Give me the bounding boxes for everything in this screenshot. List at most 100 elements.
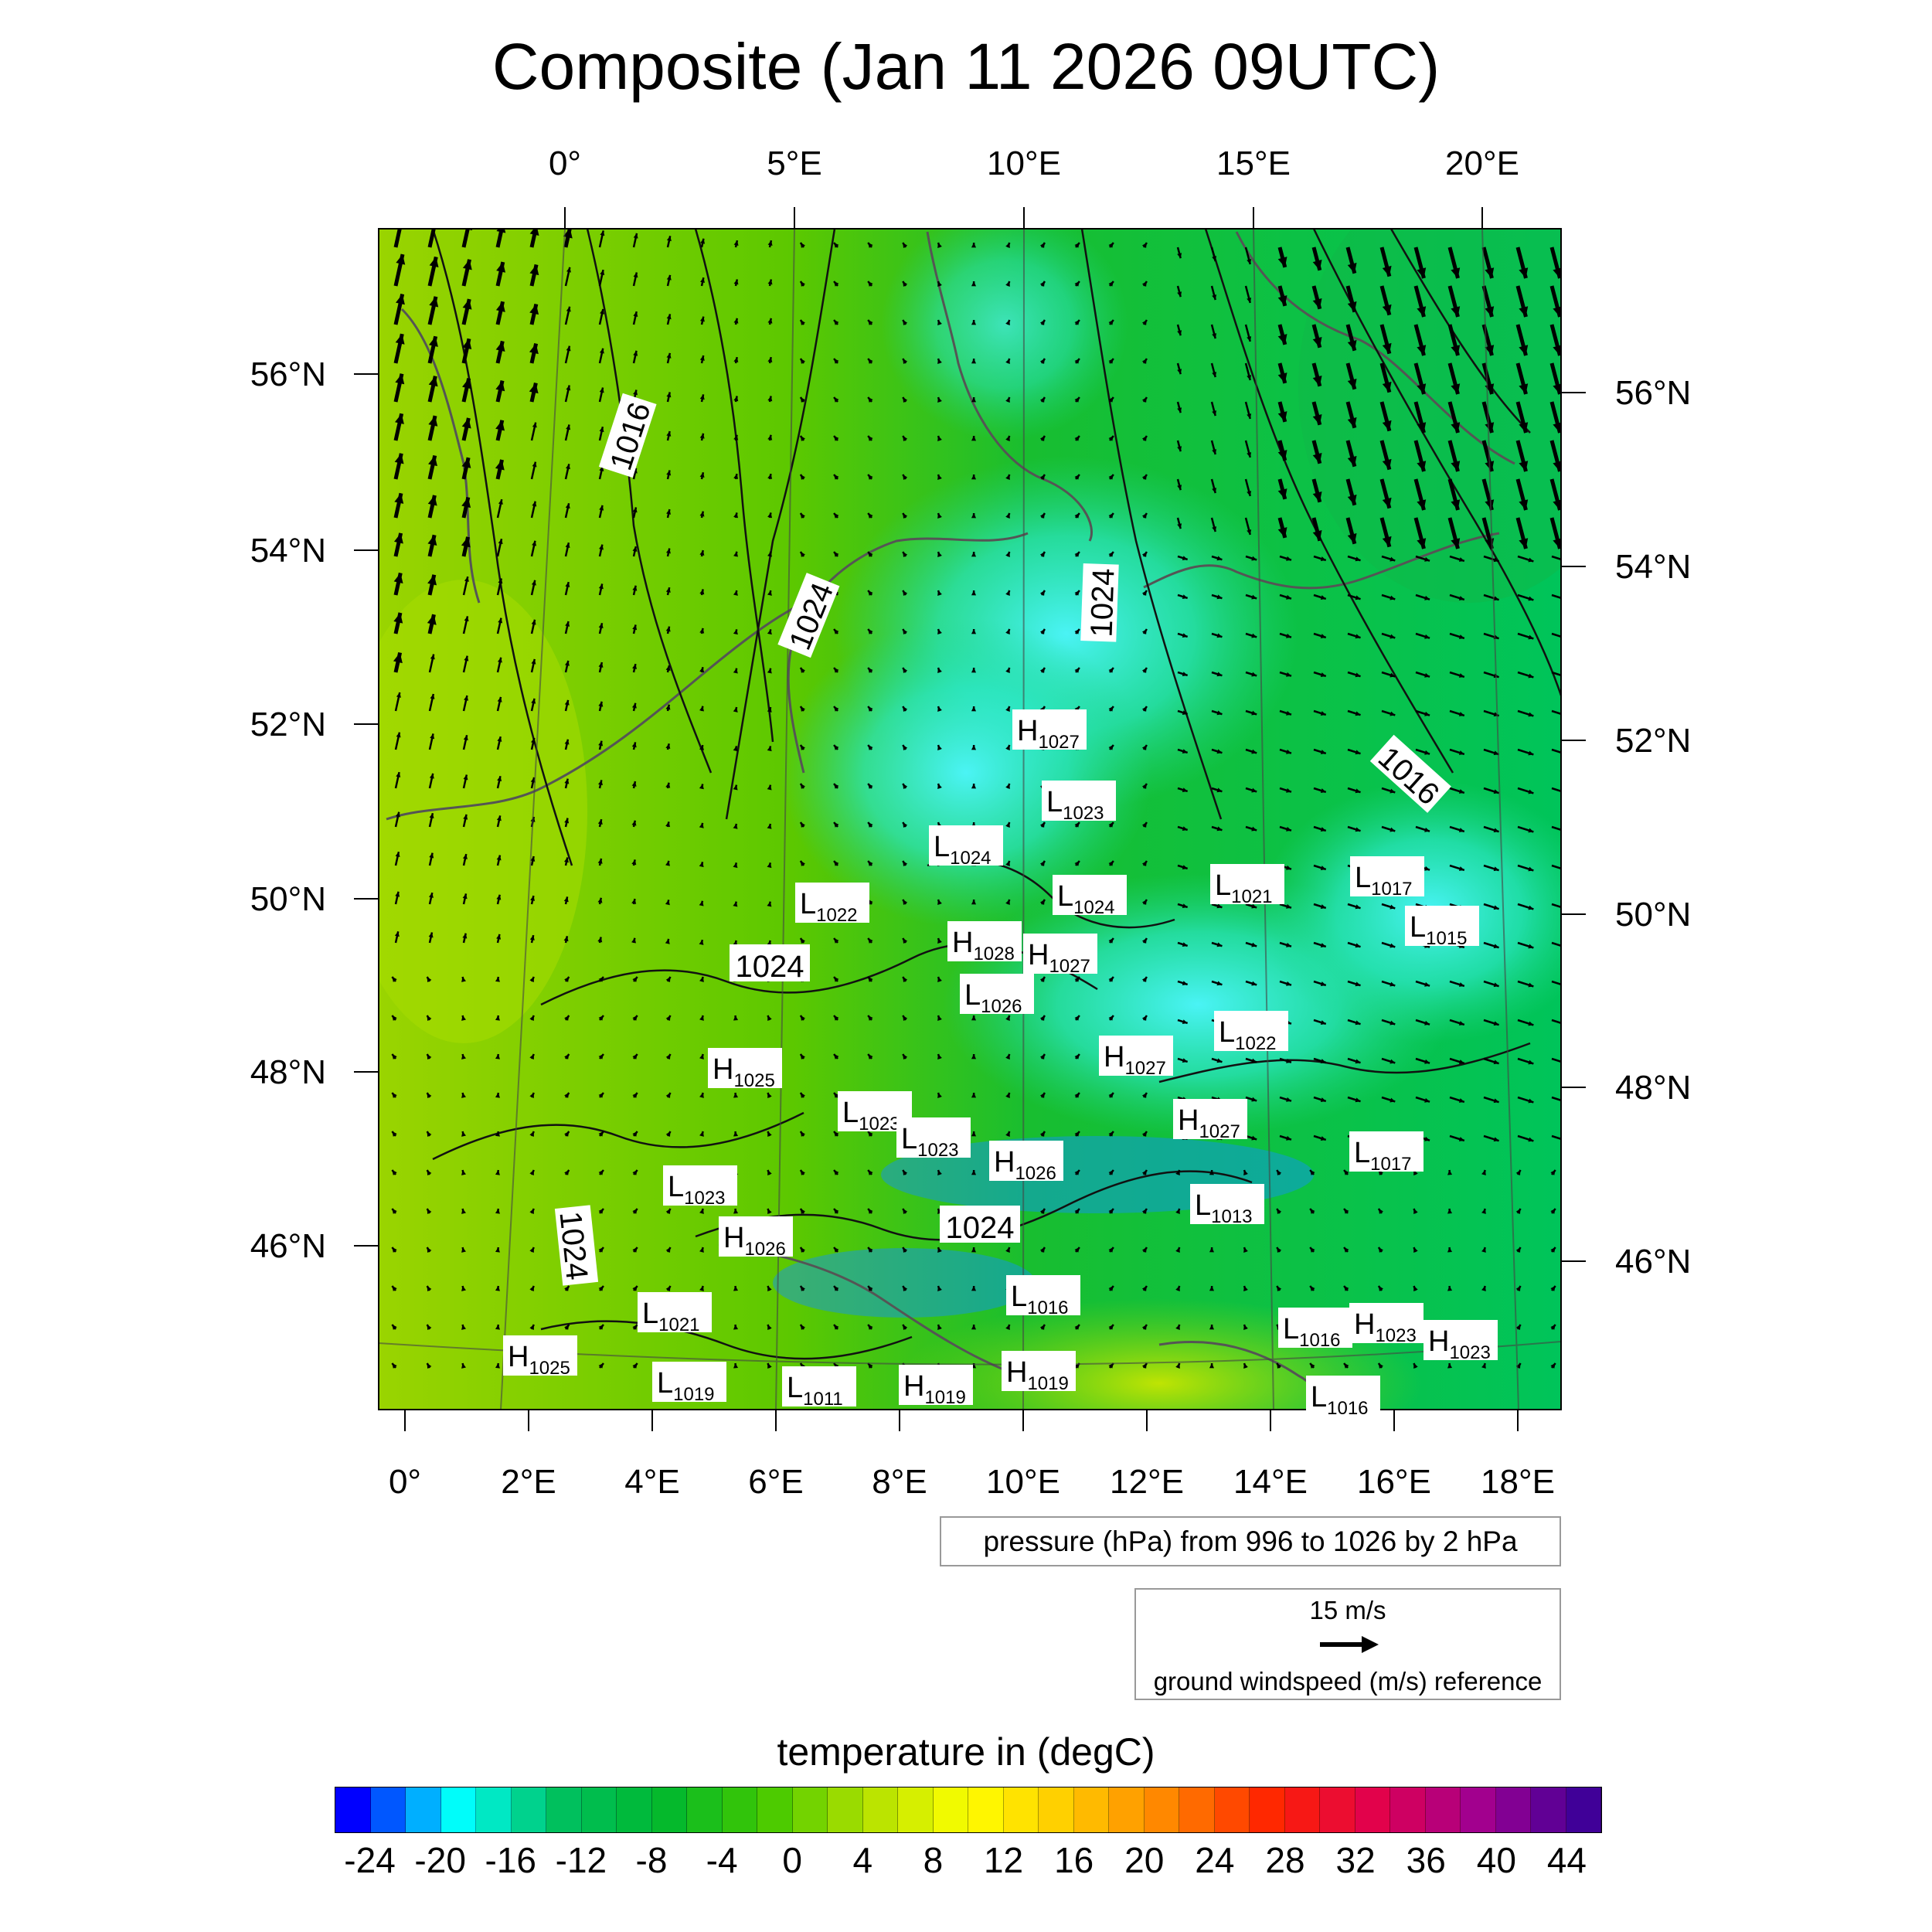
bottom-lon-label: 2°E: [501, 1463, 556, 1501]
colorbar-segment: [1320, 1787, 1355, 1832]
bottom-lon-label: 16°E: [1357, 1463, 1431, 1501]
high-pressure-center: H1025: [708, 1048, 782, 1091]
colorbar: [335, 1787, 1602, 1833]
colorbar-tick-label: -24: [344, 1840, 396, 1880]
colorbar-tick-label: 40: [1476, 1840, 1516, 1880]
pressure-center-label: L1024: [1057, 880, 1115, 918]
pressure-centers: H1027 L1023 L1024 L1024 L1022 L1021 L1017 L1015…: [503, 709, 1498, 1419]
low-pressure-center: L1013: [1190, 1184, 1264, 1227]
left-lat-label: 56°N: [250, 355, 326, 393]
colorbar-segment: [1566, 1787, 1601, 1832]
colorbar-tick-label: 36: [1406, 1840, 1446, 1880]
bottom-lon-label: 14°E: [1233, 1463, 1308, 1501]
low-pressure-center: L1017: [1349, 1131, 1423, 1175]
wind-vectors: [391, 229, 1561, 1369]
left-lat-label: 54°N: [250, 532, 326, 570]
wind-reference-box: 15 m/s ground windspeed (m/s) reference: [1134, 1588, 1561, 1700]
high-pressure-center: H1027: [1012, 709, 1087, 753]
colorbar-segment: [792, 1787, 828, 1832]
colorbar-tick-label: 28: [1265, 1840, 1305, 1880]
colorbar-segment: [1214, 1787, 1250, 1832]
isobar-label: 1024: [946, 1211, 1015, 1245]
low-pressure-center: L1011: [782, 1366, 856, 1410]
low-pressure-center: L1019: [652, 1362, 726, 1405]
colorbar-tick-label: -16: [485, 1840, 537, 1880]
graticule: [379, 229, 1561, 1410]
temperature-field: [379, 229, 1561, 1410]
low-pressure-center: L1021: [638, 1292, 712, 1335]
colorbar-segment: [898, 1787, 934, 1832]
right-lat-label: 54°N: [1615, 548, 1691, 586]
colorbar-tick-label: 24: [1195, 1840, 1235, 1880]
bottom-lon-label: 18°E: [1481, 1463, 1555, 1501]
colorbar-segment: [862, 1787, 898, 1832]
high-pressure-center: H1019: [1002, 1351, 1076, 1394]
low-pressure-center: L1023: [1042, 781, 1116, 824]
isobars: [431, 229, 1561, 1360]
colorbar-segment: [1425, 1787, 1461, 1832]
colorbar-segment: [617, 1787, 652, 1832]
colorbar-tick-label: -12: [555, 1840, 607, 1880]
wind-reference-description: ground windspeed (m/s) reference: [1153, 1667, 1543, 1696]
isobar-labels: 1016 1024 1024 1024 1024 1016 1024: [553, 393, 1451, 1286]
colorbar-tick-label: 0: [782, 1840, 803, 1880]
high-pressure-center: H1026: [989, 1141, 1063, 1184]
wind-reference-arrow-icon: [1320, 1636, 1379, 1653]
low-pressure-center: L1026: [960, 974, 1034, 1017]
right-lat-label: 46°N: [1615, 1243, 1691, 1281]
colorbar-segment: [1284, 1787, 1320, 1832]
colorbar-segment: [476, 1787, 512, 1832]
pressure-center-label: L1017: [1355, 862, 1413, 900]
bottom-lon-label: 4°E: [624, 1463, 679, 1501]
bottom-lon-label: 6°E: [748, 1463, 803, 1501]
low-pressure-center: L1016: [1278, 1308, 1352, 1351]
high-pressure-center: H1027: [1023, 934, 1097, 977]
colorbar-segment: [1109, 1787, 1145, 1832]
colorbar-tick-label: 8: [923, 1840, 944, 1880]
colorbar-tick-label: -8: [635, 1840, 668, 1880]
isobar-label: 1024: [553, 1209, 594, 1281]
colorbar-tick-label: 16: [1054, 1840, 1094, 1880]
high-pressure-center: H1019: [899, 1365, 973, 1408]
colorbar-segment: [722, 1787, 757, 1832]
colorbar-segment: [581, 1787, 617, 1832]
low-pressure-center: L1024: [929, 825, 1003, 869]
right-lat-label: 56°N: [1615, 374, 1691, 412]
colorbar-segment: [1073, 1787, 1109, 1832]
right-lat-label: 48°N: [1615, 1069, 1691, 1107]
low-pressure-center: L1024: [1053, 875, 1127, 918]
colorbar-tick-label: 4: [852, 1840, 873, 1880]
colorbar-segment: [335, 1787, 371, 1832]
top-lon-label: 5°E: [767, 145, 821, 182]
high-pressure-center: H1025: [503, 1335, 577, 1379]
colorbar-tick-label: -20: [414, 1840, 466, 1880]
colorbar-segment: [1495, 1787, 1531, 1832]
wind-reference-speed: 15 m/s: [1309, 1596, 1386, 1624]
colorbar-segment: [687, 1787, 723, 1832]
top-lon-label: 0°: [549, 145, 581, 182]
colorbar-segment: [1390, 1787, 1426, 1832]
right-lat-label: 50°N: [1615, 896, 1691, 934]
colorbar-segment: [1144, 1787, 1179, 1832]
colorbar-segment: [828, 1787, 863, 1832]
right-lat-label: 52°N: [1615, 722, 1691, 760]
low-pressure-center: L1023: [838, 1091, 912, 1134]
bottom-lon-label: 10°E: [986, 1463, 1060, 1501]
pressure-note: pressure (hPa) from 996 to 1026 by 2 hPa: [940, 1516, 1561, 1566]
low-pressure-center: L1021: [1210, 864, 1284, 907]
low-pressure-center: L1022: [1214, 1011, 1288, 1054]
colorbar-segment: [1179, 1787, 1215, 1832]
colorbar-segment: [1039, 1787, 1074, 1832]
colorbar-segment: [511, 1787, 546, 1832]
colorbar-segment: [406, 1787, 441, 1832]
colorbar-tick-label: -4: [706, 1840, 738, 1880]
colorbar-segment: [440, 1787, 476, 1832]
right-latitude-labels: 56°N 54°N 52°N 50°N 48°N 46°N: [1615, 374, 1691, 1281]
left-lat-label: 48°N: [250, 1053, 326, 1091]
isobar-label: 1024: [1084, 568, 1121, 638]
left-latitude-labels: 56°N 54°N 52°N 50°N 48°N 46°N: [250, 355, 326, 1265]
left-lat-label: 50°N: [250, 880, 326, 918]
top-lon-label: 15°E: [1216, 145, 1291, 182]
ticks: [354, 207, 1586, 1431]
